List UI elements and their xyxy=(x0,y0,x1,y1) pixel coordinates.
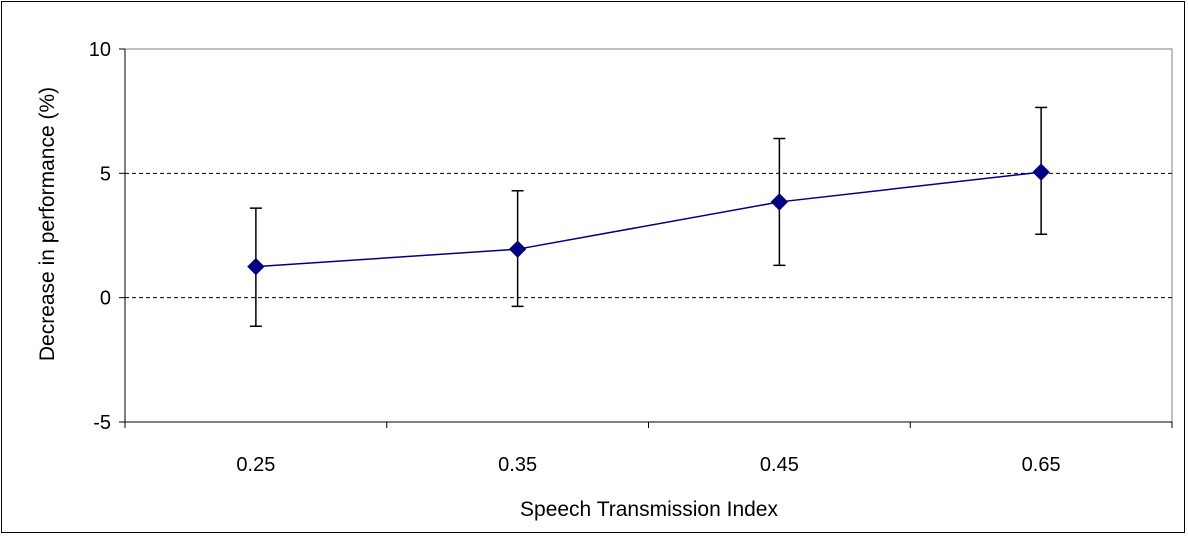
x-tick-label-2: 0.45 xyxy=(760,454,799,476)
x-axis-title: Speech Transmission Index xyxy=(520,498,778,521)
y-tick-labels: -5 0 5 10 xyxy=(89,39,111,434)
data-point-1 xyxy=(508,240,527,258)
plot-area-border xyxy=(124,48,1173,423)
y-tick-label-0: -5 xyxy=(93,412,111,434)
axes xyxy=(119,48,1173,428)
y-tick-label-2: 5 xyxy=(100,163,111,185)
y-axis-title: Decrease in performance (%) xyxy=(36,87,59,361)
x-tick-labels: 0.25 0.35 0.45 0.65 xyxy=(236,454,1060,476)
y-tick-label-3: 10 xyxy=(89,39,111,61)
y-tick-label-1: 0 xyxy=(100,288,111,310)
data-point-0 xyxy=(247,257,265,276)
x-tick-label-0: 0.25 xyxy=(236,454,275,476)
series-line xyxy=(255,171,1042,268)
x-tick-label-1: 0.35 xyxy=(498,454,537,476)
data-point-2 xyxy=(770,193,789,211)
x-tick-label-3: 0.65 xyxy=(1022,454,1061,476)
plot-area xyxy=(124,48,1173,423)
series-line-0 xyxy=(255,171,1042,268)
data-point-3 xyxy=(1032,163,1050,181)
data-markers xyxy=(247,163,1050,276)
